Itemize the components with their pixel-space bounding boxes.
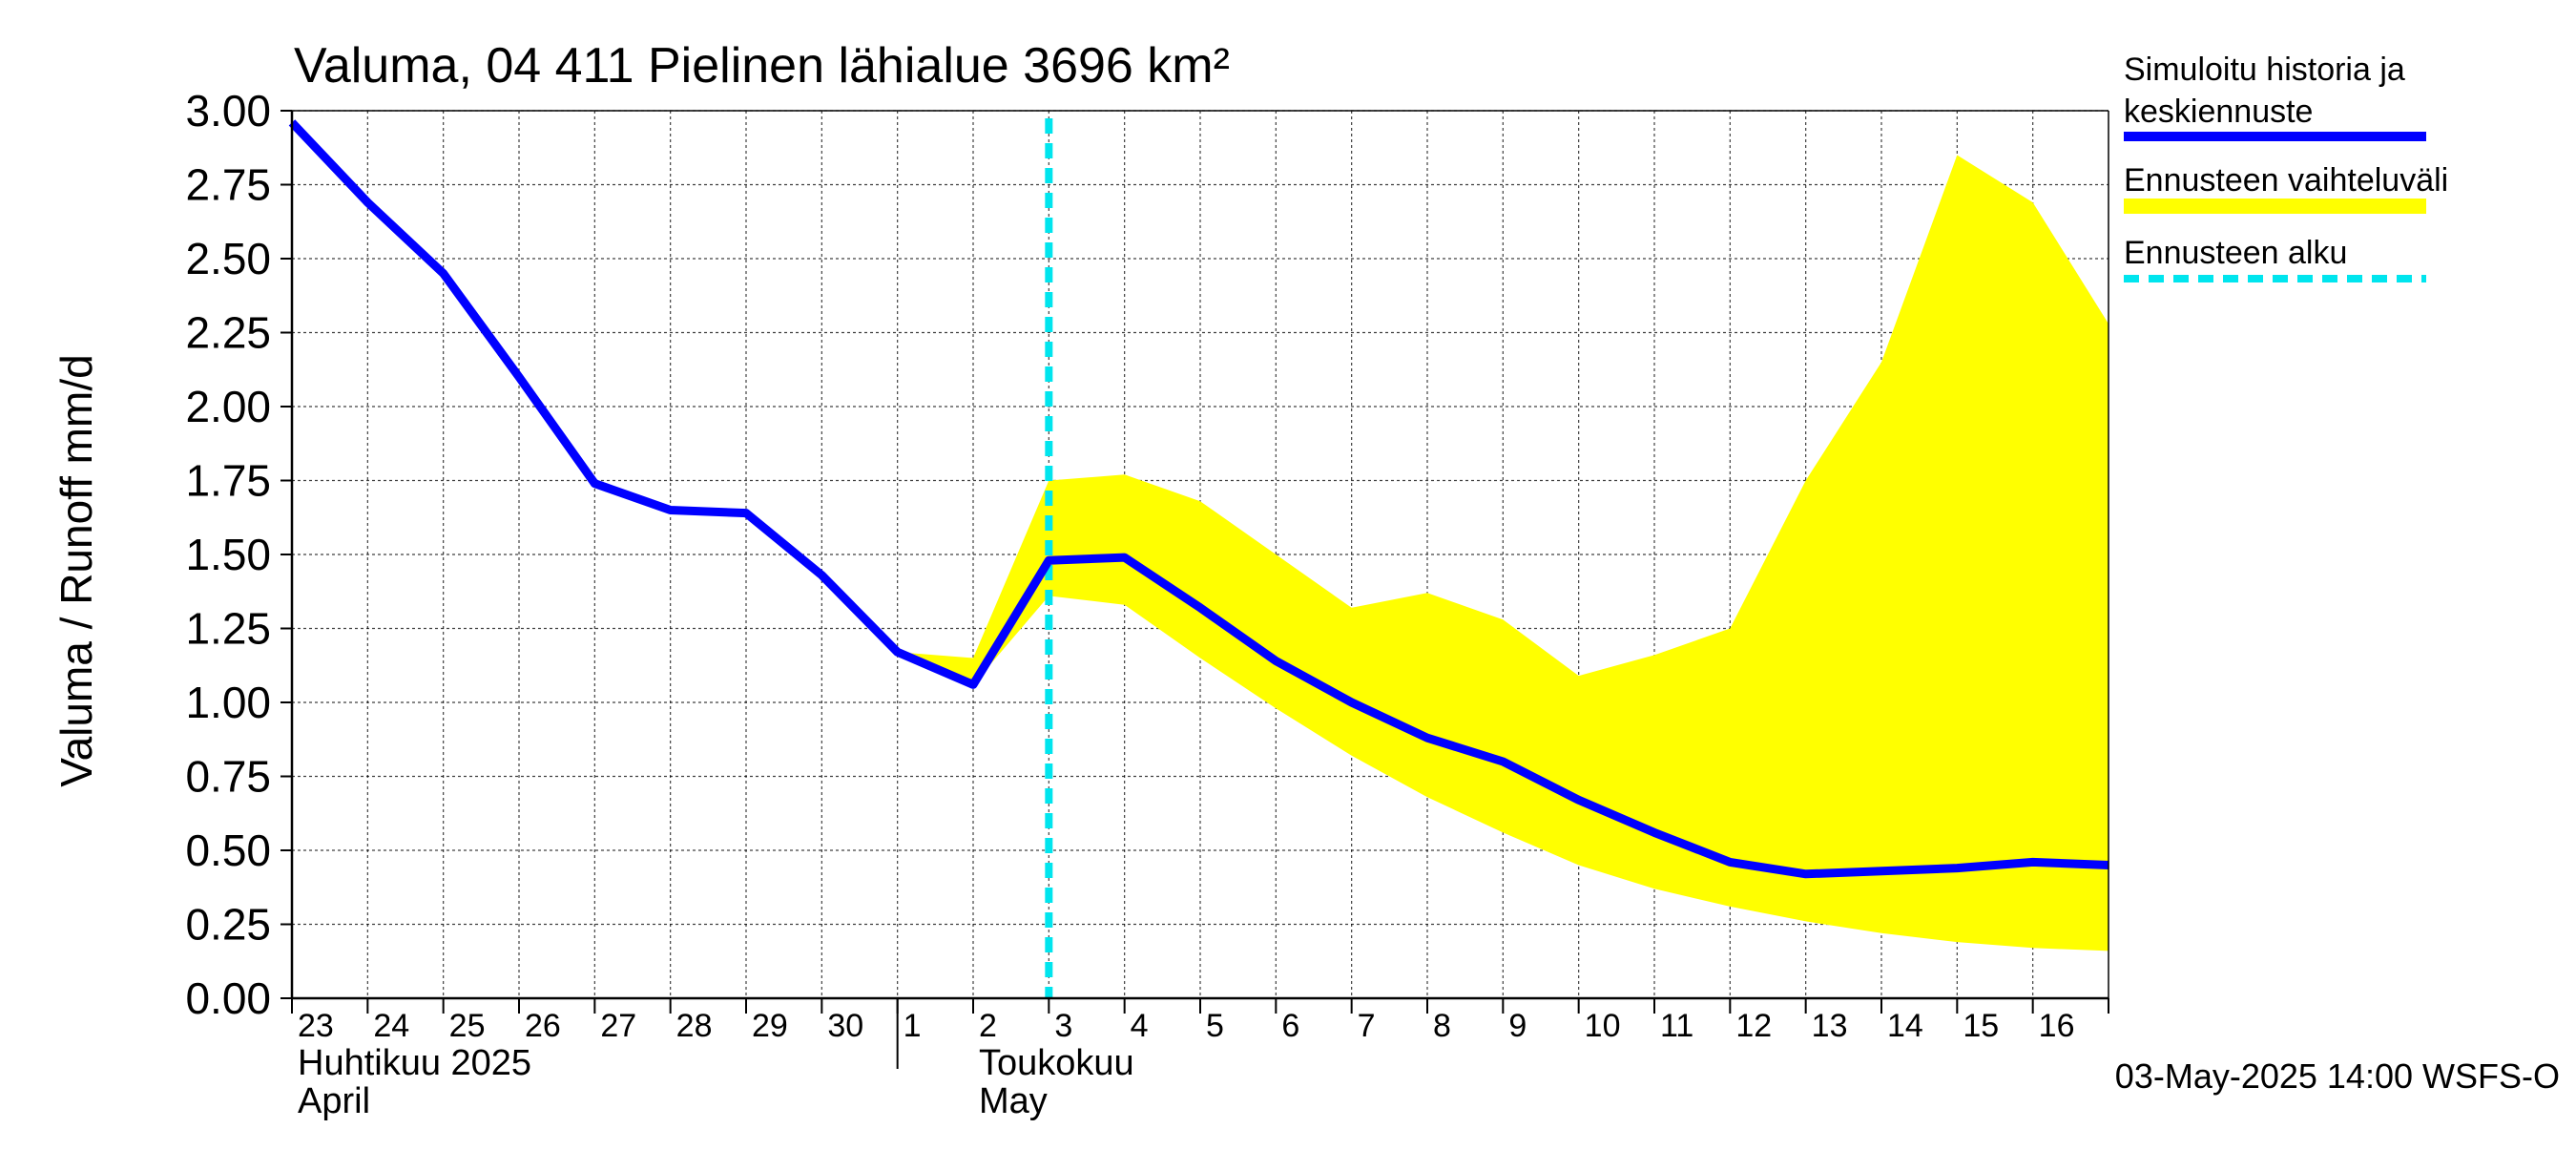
x-tick-label: 24: [373, 1008, 409, 1044]
y-tick-label: 1.25: [185, 604, 271, 654]
x-tick-label: 9: [1508, 1008, 1527, 1044]
month-label-fi: Huhtikuu 2025: [298, 1043, 531, 1083]
x-tick-label: 5: [1206, 1008, 1224, 1044]
x-tick-label: 15: [1963, 1008, 1999, 1044]
y-tick-label: 1.50: [185, 530, 271, 579]
footer-timestamp: 03-May-2025 14:00 WSFS-O: [2115, 1056, 2560, 1096]
legend-label-forecast-start: Ennusteen alku: [2124, 235, 2347, 271]
chart-title: Valuma, 04 411 Pielinen lähialue 3696 km…: [294, 38, 1230, 94]
y-tick-label: 3.00: [185, 86, 271, 136]
month-label-en: April: [298, 1081, 370, 1121]
x-tick-label: 28: [676, 1008, 713, 1044]
x-tick-label: 23: [298, 1008, 334, 1044]
x-tick-label: 10: [1585, 1008, 1621, 1044]
y-tick-label: 1.75: [185, 456, 271, 506]
x-tick-label: 7: [1358, 1008, 1376, 1044]
y-tick-label: 0.00: [185, 973, 271, 1023]
x-tick-label: 8: [1433, 1008, 1451, 1044]
x-tick-label: 26: [525, 1008, 561, 1044]
x-tick-label: 29: [752, 1008, 788, 1044]
x-tick-label: 14: [1887, 1008, 1923, 1044]
legend-label-series-line1: Simuloitu historia ja: [2124, 52, 2405, 88]
x-tick-label: 30: [827, 1008, 863, 1044]
plot-layer: 0.00 0.25 0.50 0.75 1.00 1.25 1.50 1.75 2.00 2.25…: [185, 86, 2109, 1121]
x-tick-label: 3: [1054, 1008, 1072, 1044]
forecast-range-band: [897, 155, 2109, 951]
month-label-en: May: [979, 1081, 1048, 1121]
y-tick-label: 2.75: [185, 160, 271, 210]
x-tick-label: 4: [1131, 1008, 1149, 1044]
y-tick-label: 2.50: [185, 234, 271, 283]
y-tick-label: 2.00: [185, 382, 271, 431]
x-tick-label: 6: [1281, 1008, 1299, 1044]
series-line: [288, 119, 2109, 879]
legend-label-series-line2: keskiennuste: [2124, 94, 2313, 130]
y-tick-label: 0.25: [185, 900, 271, 950]
y-tick-label: 2.25: [185, 308, 271, 358]
x-tick-label: 13: [1812, 1008, 1848, 1044]
month-label-fi: Toukokuu: [979, 1043, 1134, 1083]
legend-label-band: Ennusteen vaihteluväli: [2124, 162, 2448, 199]
x-tick-label: 1: [904, 1008, 922, 1044]
x-tick-label: 25: [449, 1008, 486, 1044]
x-tick-label: 12: [1735, 1008, 1772, 1044]
x-tick-label: 27: [600, 1008, 636, 1044]
y-tick-label: 0.75: [185, 752, 271, 802]
y-axis-label: Valuma / Runoff mm/d: [52, 354, 101, 786]
legend: Simuloitu historia ja keskiennuste Ennus…: [2124, 52, 2448, 282]
x-tick-label: 11: [1660, 1008, 1693, 1044]
y-tick-label: 1.00: [185, 678, 271, 727]
x-tick-label: 2: [979, 1008, 997, 1044]
x-tick-label: 16: [2039, 1008, 2075, 1044]
y-tick-label: 0.50: [185, 826, 271, 875]
